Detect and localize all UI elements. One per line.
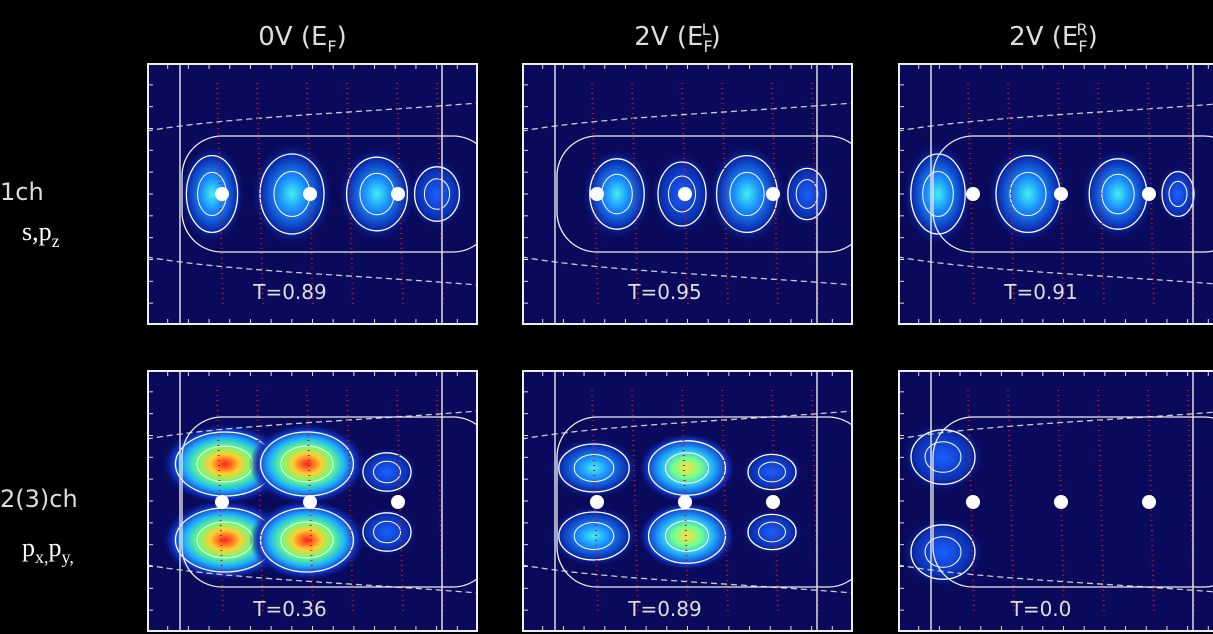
atom — [391, 495, 405, 509]
atom — [966, 495, 980, 509]
orbital-text: p — [49, 533, 62, 562]
row-label: 2(3)ch — [0, 485, 78, 513]
atom — [678, 495, 692, 509]
figure: 0V (EF)2V (EFL)2V (EFR)1chs,pz2(3)chpx,p… — [0, 0, 1213, 634]
header-text: 2V (E — [634, 22, 703, 52]
transmission-label: T=0.89 — [627, 597, 702, 621]
panel — [147, 370, 493, 632]
orbital-text: s,p — [22, 217, 52, 246]
transmission-label: T=0.0 — [1010, 597, 1072, 621]
density-blob — [742, 450, 802, 494]
orbital-sub: x, — [35, 547, 49, 567]
atom — [766, 495, 780, 509]
orbital-sub: y, — [62, 547, 74, 567]
header-close: ) — [337, 22, 347, 52]
row-label: 1ch — [0, 178, 44, 206]
density-blob — [409, 160, 465, 228]
density-blob — [904, 144, 972, 244]
density-blob — [249, 500, 365, 580]
atom — [215, 187, 229, 201]
orbital-label: px,py, — [22, 533, 74, 567]
density-blob — [783, 162, 831, 226]
header-close: ) — [1088, 22, 1098, 52]
density-blob — [742, 510, 802, 554]
header-sub: F — [1078, 37, 1087, 56]
column-header: 0V (EF) — [258, 22, 347, 56]
density-blob — [252, 144, 332, 244]
transmission-label: T=0.89 — [252, 280, 327, 304]
atom — [590, 495, 604, 509]
orbital-label: s,pz — [22, 217, 60, 251]
density-blob — [550, 438, 638, 498]
atom — [966, 187, 980, 201]
header-sup: R — [1077, 20, 1088, 39]
density-blob — [639, 502, 735, 570]
atom — [303, 187, 317, 201]
header-sup: L — [702, 20, 711, 39]
column-header: 2V (EFR) — [1009, 20, 1098, 56]
density-blob — [903, 518, 983, 586]
atom — [678, 187, 692, 201]
atom — [1054, 495, 1068, 509]
density-blob — [357, 448, 417, 496]
orbital-sub: z — [52, 231, 60, 251]
panel — [522, 370, 868, 632]
atom — [215, 495, 229, 509]
atom — [590, 187, 604, 201]
density-blob — [639, 434, 735, 502]
transmission-label: T=0.91 — [1003, 280, 1078, 304]
density-blob — [180, 146, 244, 242]
atom — [1054, 187, 1068, 201]
column-header: 2V (EFL) — [634, 20, 720, 56]
atom — [391, 187, 405, 201]
panel — [898, 370, 1213, 632]
density-blob — [550, 506, 638, 566]
atom — [766, 187, 780, 201]
header-text: 2V (E — [1009, 22, 1078, 52]
atom — [1142, 187, 1156, 201]
density-blob — [357, 508, 417, 556]
header-sub: F — [327, 37, 336, 56]
orbital-text: p — [22, 533, 35, 562]
atom — [303, 495, 317, 509]
transmission-label: T=0.36 — [252, 597, 327, 621]
transmission-label: T=0.95 — [627, 280, 702, 304]
atom — [1142, 495, 1156, 509]
header-text: 0V (E — [258, 22, 327, 52]
header-close: ) — [711, 22, 721, 52]
